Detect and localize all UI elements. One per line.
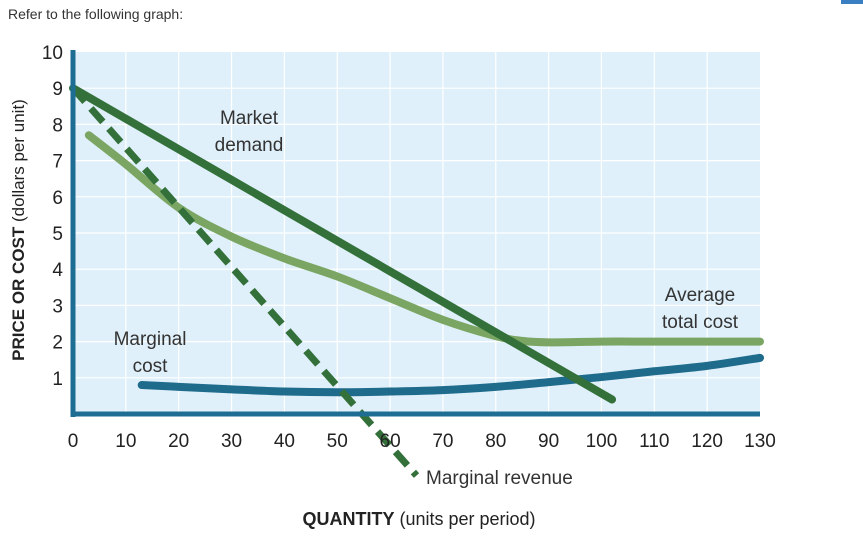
marginal-revenue-label: Marginal revenue xyxy=(426,468,573,489)
y-tick-label: 10 xyxy=(42,43,63,64)
y-tick-label: 9 xyxy=(52,79,63,100)
x-tick-label: 90 xyxy=(538,431,559,452)
x-tick-label: 50 xyxy=(327,431,348,452)
series-layer xyxy=(69,84,764,478)
x-tick-label: 20 xyxy=(168,431,189,452)
average-total-cost-label: Average total cost xyxy=(662,285,739,333)
x-tick-label: 40 xyxy=(274,431,295,452)
x-tick-label: 30 xyxy=(221,431,242,452)
corner-tab xyxy=(841,0,863,4)
market-demand-line xyxy=(69,84,617,404)
x-tick-label: 100 xyxy=(586,431,618,452)
x-axis-label: QUANTITY (units per period) xyxy=(302,509,535,529)
y-tick-label: 7 xyxy=(52,152,63,173)
y-tick-label: 3 xyxy=(52,296,63,317)
x-tick-label: 80 xyxy=(485,431,506,452)
question-prompt: Refer to the following graph: xyxy=(8,6,184,22)
x-tick-label: 10 xyxy=(115,431,136,452)
x-tick-label: 0 xyxy=(68,431,79,452)
x-tick-label: 60 xyxy=(380,431,401,452)
x-tick-label: 120 xyxy=(691,431,723,452)
y-tick-label: 6 xyxy=(52,188,63,209)
y-tick-label: 4 xyxy=(52,260,63,281)
marginal-cost-line xyxy=(137,353,764,397)
y-tick-label: 1 xyxy=(52,369,63,390)
y-axis-label: PRICE OR COST (dollars per unit) xyxy=(9,99,28,361)
market-demand-label: Market demand xyxy=(215,108,284,156)
x-tick-label: 110 xyxy=(639,431,669,452)
tick-labels: 0 10 20 30 40 50 60 70 80 90 100 110 120 130 1 2 3 4 5 6 7 8 9… xyxy=(42,43,776,452)
y-tick-label: 2 xyxy=(52,333,63,354)
y-tick-label: 5 xyxy=(52,224,63,245)
axes xyxy=(70,50,760,417)
x-tick-label: 70 xyxy=(432,431,453,452)
x-tick-label: 130 xyxy=(744,431,776,452)
y-tick-label: 8 xyxy=(52,115,63,136)
marginal-cost-label: Marginal cost xyxy=(114,329,187,377)
marginal-revenue-line xyxy=(70,85,420,478)
gridlines xyxy=(73,52,760,414)
series-labels: Market demand Marginal revenue Average total… xyxy=(114,108,739,489)
